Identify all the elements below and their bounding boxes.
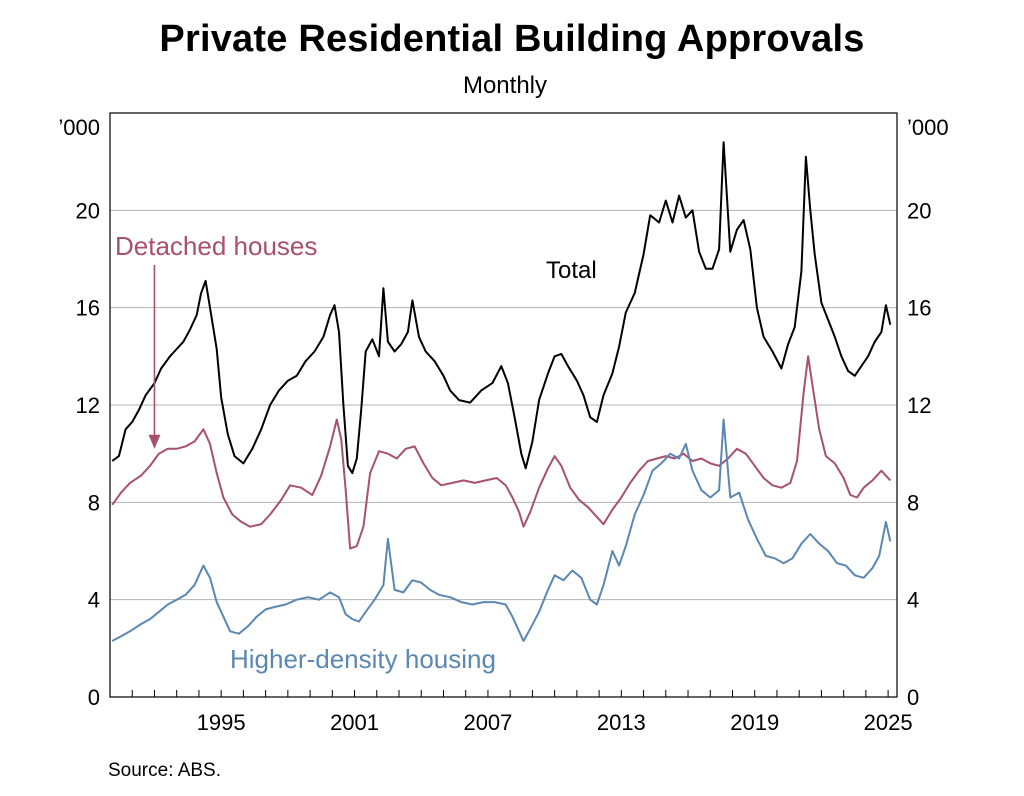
label-detached-houses: Detached houses: [115, 231, 317, 261]
plot-frame: [109, 112, 898, 698]
source-note: Source: ABS.: [108, 760, 222, 781]
series-line-detached-houses: [111, 355, 892, 550]
chart-subtitle: Monthly: [462, 72, 548, 99]
x-tick-label: 2007: [463, 710, 512, 735]
y-tick-label-right: 12: [907, 393, 931, 418]
y-tick-label-left: 0: [88, 685, 100, 710]
x-tick-label: 2019: [730, 710, 779, 735]
series-line-higher-density-housing: [111, 418, 892, 642]
y-tick-label-left: 4: [88, 588, 100, 613]
series-line-total: [111, 141, 892, 475]
y-tick-label-right: 4: [907, 588, 919, 613]
y-tick-label-left: 20: [76, 198, 100, 223]
arrow-head: [148, 434, 161, 449]
y-tick-label-right: 8: [907, 490, 919, 515]
label-higher-density-housing: Higher-density housing: [230, 644, 496, 674]
x-tick-label: 2013: [597, 710, 646, 735]
y-tick-label-left: 12: [76, 393, 100, 418]
unit-label-right: ’000: [907, 115, 949, 140]
y-tick-label-right: 20: [907, 198, 931, 223]
x-tick-label: 2025: [864, 710, 913, 735]
label-total: Total: [546, 257, 597, 284]
x-tick-label: 1995: [197, 710, 246, 735]
chart-title: Private Residential Building Approvals: [159, 18, 865, 60]
y-tick-label-right: 0: [907, 685, 919, 710]
y-tick-label-right: 16: [907, 296, 931, 321]
unit-label-left: ’000: [58, 115, 100, 140]
y-tick-label-left: 8: [88, 490, 100, 515]
y-tick-label-left: 16: [76, 296, 100, 321]
x-tick-label: 2001: [330, 710, 379, 735]
